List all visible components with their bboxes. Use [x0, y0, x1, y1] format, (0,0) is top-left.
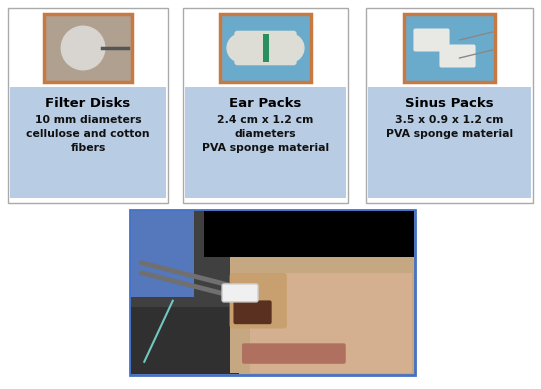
- FancyBboxPatch shape: [230, 256, 412, 373]
- FancyBboxPatch shape: [404, 14, 496, 82]
- Text: PVA sponge material: PVA sponge material: [386, 129, 513, 139]
- FancyBboxPatch shape: [234, 300, 272, 324]
- FancyBboxPatch shape: [229, 273, 287, 328]
- FancyBboxPatch shape: [413, 28, 450, 51]
- FancyBboxPatch shape: [366, 8, 533, 203]
- Text: Sinus Packs: Sinus Packs: [405, 96, 494, 109]
- Text: 10 mm diameters: 10 mm diameters: [35, 115, 141, 125]
- FancyBboxPatch shape: [44, 14, 132, 82]
- FancyBboxPatch shape: [131, 211, 239, 374]
- FancyBboxPatch shape: [131, 211, 288, 307]
- FancyBboxPatch shape: [10, 87, 166, 198]
- FancyBboxPatch shape: [131, 211, 194, 297]
- FancyBboxPatch shape: [185, 87, 346, 198]
- Text: 2.4 cm x 1.2 cm: 2.4 cm x 1.2 cm: [217, 115, 314, 125]
- Text: Ear Packs: Ear Packs: [229, 96, 302, 109]
- Circle shape: [275, 34, 304, 62]
- FancyBboxPatch shape: [368, 87, 531, 198]
- Circle shape: [61, 26, 105, 70]
- Text: fibers: fibers: [70, 143, 105, 153]
- Text: cellulose and cotton: cellulose and cotton: [26, 129, 150, 139]
- Text: PVA sponge material: PVA sponge material: [202, 143, 329, 153]
- FancyBboxPatch shape: [439, 44, 476, 68]
- FancyBboxPatch shape: [183, 8, 348, 203]
- FancyBboxPatch shape: [8, 8, 168, 203]
- FancyBboxPatch shape: [130, 210, 415, 375]
- Text: diameters: diameters: [235, 129, 296, 139]
- FancyBboxPatch shape: [222, 284, 258, 302]
- FancyBboxPatch shape: [204, 211, 414, 257]
- Text: 3.5 x 0.9 x 1.2 cm: 3.5 x 0.9 x 1.2 cm: [395, 115, 504, 125]
- FancyBboxPatch shape: [242, 343, 346, 364]
- Circle shape: [227, 34, 256, 62]
- FancyBboxPatch shape: [234, 31, 296, 65]
- Text: Filter Disks: Filter Disks: [45, 96, 130, 109]
- FancyBboxPatch shape: [250, 273, 412, 373]
- FancyBboxPatch shape: [220, 14, 311, 82]
- FancyBboxPatch shape: [262, 34, 268, 62]
